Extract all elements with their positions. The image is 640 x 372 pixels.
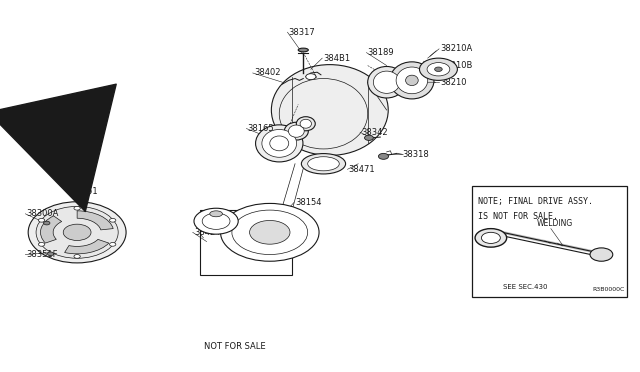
Text: FRONT: FRONT	[61, 136, 90, 163]
Circle shape	[202, 213, 230, 230]
Circle shape	[378, 153, 388, 159]
Ellipse shape	[28, 202, 126, 263]
Text: 38351F: 38351F	[27, 250, 58, 259]
Circle shape	[365, 135, 373, 140]
Circle shape	[194, 208, 238, 234]
Bar	[200, 210, 292, 275]
Circle shape	[306, 74, 316, 80]
Text: NOTE; FINAL DRIVE ASSY.: NOTE; FINAL DRIVE ASSY.	[478, 197, 593, 206]
Circle shape	[250, 221, 290, 244]
Ellipse shape	[406, 75, 418, 86]
Text: 38300A: 38300A	[27, 209, 59, 218]
Text: 38424: 38424	[194, 228, 221, 237]
Text: 38210: 38210	[440, 78, 467, 87]
Ellipse shape	[300, 119, 312, 128]
Text: IS NOT FOR SALE.: IS NOT FOR SALE.	[478, 212, 558, 221]
Text: WELDING: WELDING	[537, 219, 573, 228]
Ellipse shape	[284, 122, 308, 140]
Circle shape	[481, 232, 500, 243]
Circle shape	[221, 203, 319, 261]
Wedge shape	[77, 211, 113, 230]
Ellipse shape	[289, 125, 304, 137]
Text: NOT FOR SALE: NOT FOR SALE	[204, 342, 266, 351]
Text: 38402: 38402	[254, 68, 280, 77]
Ellipse shape	[271, 65, 388, 155]
Text: 384B1: 384B1	[323, 54, 351, 62]
Text: 38318: 38318	[403, 150, 429, 159]
Ellipse shape	[270, 136, 289, 151]
Text: 38210A: 38210A	[440, 44, 472, 53]
Text: 38165: 38165	[248, 124, 275, 133]
Circle shape	[475, 229, 507, 247]
Text: R3B0000C: R3B0000C	[593, 286, 625, 292]
Ellipse shape	[368, 67, 406, 98]
Ellipse shape	[396, 67, 428, 94]
Ellipse shape	[296, 117, 316, 131]
Wedge shape	[40, 216, 61, 243]
Ellipse shape	[255, 125, 303, 162]
Ellipse shape	[301, 154, 346, 174]
Circle shape	[47, 252, 54, 256]
Circle shape	[590, 248, 612, 261]
Ellipse shape	[308, 157, 339, 171]
Circle shape	[63, 224, 91, 240]
Bar	[472, 186, 627, 297]
Circle shape	[232, 210, 308, 254]
Ellipse shape	[262, 129, 296, 157]
Text: 38317: 38317	[289, 28, 316, 37]
Circle shape	[427, 62, 450, 76]
Text: 38189: 38189	[368, 48, 394, 57]
Circle shape	[74, 206, 80, 210]
Text: 38154: 38154	[295, 198, 321, 207]
Circle shape	[74, 254, 80, 258]
Text: 38342: 38342	[362, 128, 388, 137]
Text: 38210B: 38210B	[440, 61, 473, 70]
Text: 38471: 38471	[349, 165, 376, 174]
Circle shape	[419, 58, 458, 80]
Circle shape	[109, 243, 116, 246]
Circle shape	[109, 218, 116, 222]
Ellipse shape	[390, 62, 434, 99]
Ellipse shape	[210, 211, 223, 217]
Circle shape	[38, 243, 45, 246]
Wedge shape	[65, 239, 109, 254]
Circle shape	[44, 221, 50, 225]
Text: SEE SEC.430: SEE SEC.430	[504, 284, 548, 290]
Circle shape	[435, 67, 442, 71]
Circle shape	[38, 218, 45, 222]
Ellipse shape	[373, 71, 400, 93]
Text: 38351: 38351	[71, 187, 97, 196]
Ellipse shape	[36, 206, 118, 258]
Ellipse shape	[298, 48, 308, 52]
